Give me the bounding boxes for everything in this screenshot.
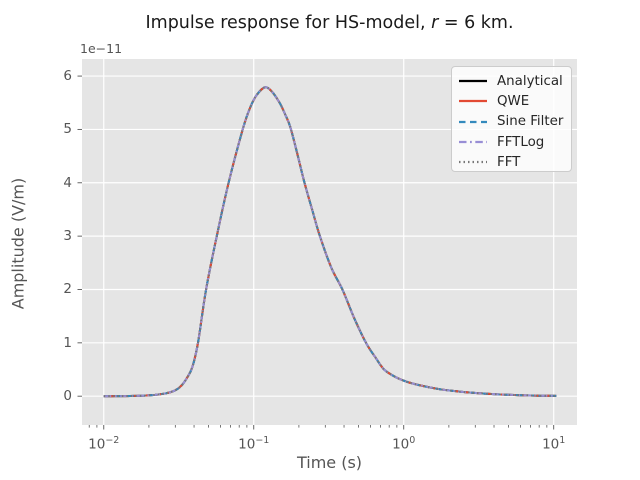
legend-label: FFTLog: [497, 134, 545, 150]
legend-label: FFT: [497, 154, 521, 170]
x-tick-label: 10−1: [238, 435, 270, 453]
x-axis-label: Time (s): [296, 453, 363, 472]
legend-line-sample-dashed: [459, 120, 487, 123]
y-tick-label: 1: [63, 334, 72, 351]
plot-title-variable: r: [431, 13, 439, 33]
y-tick-label: 5: [63, 121, 72, 138]
legend-entry: FFT: [459, 152, 571, 172]
x-tick-label: 100: [392, 435, 416, 453]
y-tick-label: 0: [63, 388, 72, 405]
legend-line-sample-solid: [459, 80, 487, 83]
y-axis-label: Amplitude (V/m): [8, 177, 28, 310]
plot-title-prefix: Impulse response for HS-model,: [145, 13, 432, 33]
x-tick-label: 101: [542, 435, 566, 453]
legend-entry: QWE: [459, 91, 571, 111]
y-tick-label: 6: [63, 68, 72, 85]
y-tick-label: 4: [63, 174, 72, 191]
plot-title-suffix: = 6 km.: [438, 13, 514, 33]
legend-line-sample-dotted: [459, 161, 487, 164]
legend-label: Sine Filter: [497, 114, 564, 130]
legend: Analytical QWE Sine Filter FFTLog FFT: [451, 66, 572, 172]
legend-label: QWE: [497, 93, 530, 109]
y-axis-offset-text: 1e−11: [80, 41, 123, 56]
legend-line-sample-solid: [459, 100, 487, 103]
legend-line-sample-dashdot: [459, 140, 487, 144]
legend-entry: Sine Filter: [459, 112, 571, 132]
y-tick-label: 2: [63, 281, 72, 298]
legend-label: Analytical: [497, 73, 563, 89]
plot-title: Impulse response for HS-model, r = 6 km.: [82, 13, 577, 33]
legend-entry: Analytical: [459, 71, 571, 91]
series-fft: [103, 86, 557, 398]
legend-entry: FFTLog: [459, 132, 571, 152]
x-tick-label: 10−2: [88, 435, 120, 453]
y-tick-label: 3: [63, 228, 72, 245]
